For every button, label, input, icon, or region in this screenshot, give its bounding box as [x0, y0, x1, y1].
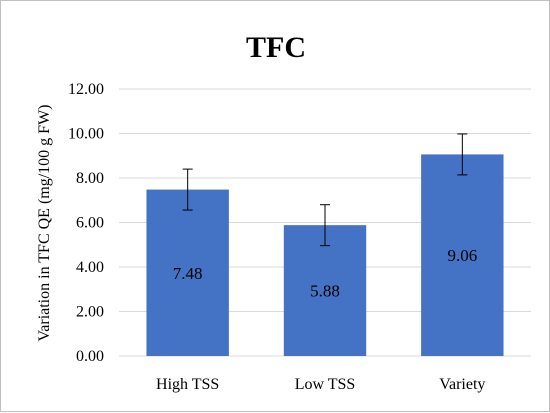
bar	[146, 189, 229, 356]
y-tick-label: 4.00	[76, 259, 104, 276]
data-labels: 7.48 5.88 9.06	[173, 246, 477, 300]
error-bar	[320, 204, 330, 247]
data-label: 5.88	[310, 282, 340, 301]
y-tick-label: 10.00	[68, 126, 104, 143]
y-tick-label: 6.00	[76, 215, 104, 232]
error-bars	[182, 133, 468, 247]
data-label: 9.06	[447, 246, 477, 265]
error-bar	[457, 133, 468, 176]
y-tick-label: 2.00	[76, 304, 104, 321]
chart-title: TFC	[246, 31, 306, 64]
y-axis-label: Variation in TFC QE (mg/100 g FW)	[36, 104, 53, 341]
error-bar	[182, 168, 193, 211]
y-tick-labels: 0.00 2.00 4.00 6.00 8.00 10.00 12.00	[68, 81, 104, 365]
x-tick-label: Variety	[439, 376, 485, 393]
bar	[283, 225, 367, 356]
x-tick-labels: High TSS Low TSS Variety	[156, 376, 485, 393]
y-tick-label: 8.00	[76, 170, 104, 187]
data-label: 7.48	[173, 264, 203, 283]
bar	[421, 154, 504, 356]
x-tick-label: High TSS	[156, 376, 219, 393]
bars	[146, 154, 504, 356]
y-tick-label: 12.00	[68, 81, 104, 98]
x-tick-label: Low TSS	[295, 376, 356, 393]
y-tick-label: 0.00	[76, 348, 104, 365]
